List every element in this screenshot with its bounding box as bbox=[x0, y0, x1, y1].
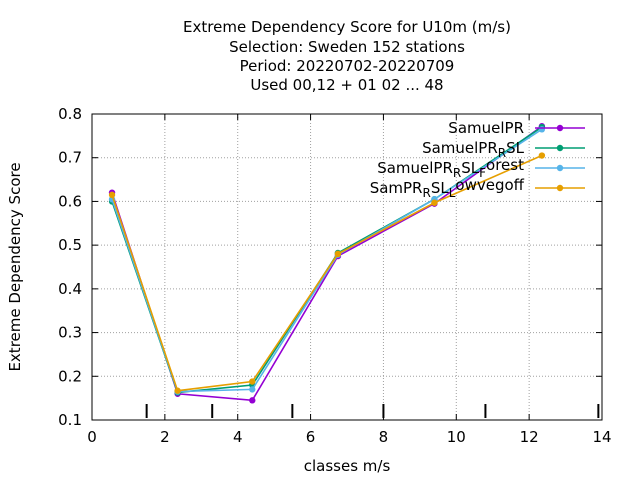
y-axis-label: Extreme Dependency Score bbox=[6, 162, 24, 371]
plot-frame bbox=[91, 113, 603, 421]
legend-label: SamuelPRRSLForest bbox=[377, 156, 524, 180]
title-line-1: Extreme Dependency Score for U10m (m/s) bbox=[183, 18, 511, 36]
chart-title: Extreme Dependency Score for U10m (m/s) … bbox=[183, 18, 511, 94]
legend-marker bbox=[556, 184, 564, 192]
y-tick-label: 0.3 bbox=[58, 324, 82, 342]
x-tick-label: 6 bbox=[306, 428, 316, 446]
legend-item: SamuelPRRSLForest bbox=[377, 156, 585, 180]
y-tick-label: 0.1 bbox=[58, 411, 82, 429]
x-tick-label: 0 bbox=[87, 428, 97, 446]
axis-ticks: 0 2 4 6 8 10 12 14 0.1 0.2 0.3 0.4 0.5 0.6 0.7 0.8 bbox=[58, 105, 611, 446]
series-4 bbox=[108, 152, 546, 394]
grid bbox=[92, 114, 602, 420]
data-point bbox=[249, 378, 256, 385]
class-boundary-marks bbox=[145, 404, 600, 418]
y-tick-label: 0.7 bbox=[58, 149, 82, 167]
data-point bbox=[249, 397, 256, 404]
legend-marker bbox=[556, 124, 564, 132]
legend-label: SamuelPR bbox=[448, 119, 524, 137]
data-point bbox=[174, 387, 181, 394]
y-tick-label: 0.6 bbox=[58, 192, 82, 210]
y-tick-label: 0.8 bbox=[58, 105, 82, 123]
data-point bbox=[538, 152, 546, 159]
data-point bbox=[334, 250, 342, 258]
y-tick-label: 0.2 bbox=[58, 367, 82, 385]
x-tick-label: 14 bbox=[592, 428, 611, 446]
legend-marker bbox=[556, 144, 564, 152]
x-tick-label: 10 bbox=[447, 428, 466, 446]
legend-label: SamuelPRRSL bbox=[422, 139, 525, 160]
title-line-2: Selection: Sweden 152 stations bbox=[229, 38, 465, 56]
title-line-4: Used 00,12 + 01 02 ... 48 bbox=[250, 76, 443, 94]
series-layer bbox=[108, 123, 546, 404]
legend-item: SamuelPRRSL bbox=[422, 139, 585, 160]
legend-marker bbox=[556, 164, 564, 172]
x-axis-label: classes m/s bbox=[304, 457, 391, 475]
legend-item: SamuelPR bbox=[448, 119, 585, 137]
legend: SamuelPR SamuelPRRSLSamuelPRRSLForestSamP… bbox=[370, 119, 585, 200]
legend-item: SamPRRSLLowvegoff bbox=[370, 176, 585, 200]
y-tick-label: 0.5 bbox=[58, 236, 82, 254]
data-point bbox=[431, 199, 438, 206]
legend-label: SamPRRSLLowvegoff bbox=[370, 176, 525, 200]
y-tick-label: 0.4 bbox=[58, 280, 82, 298]
x-tick-label: 2 bbox=[160, 428, 170, 446]
data-point bbox=[108, 191, 116, 199]
x-tick-label: 4 bbox=[233, 428, 243, 446]
series-line bbox=[111, 154, 543, 392]
data-point bbox=[538, 126, 546, 133]
x-tick-label: 8 bbox=[379, 428, 389, 446]
title-line-3: Period: 20220702-20220709 bbox=[240, 57, 455, 75]
data-point bbox=[249, 386, 256, 393]
x-tick-label: 12 bbox=[520, 428, 539, 446]
